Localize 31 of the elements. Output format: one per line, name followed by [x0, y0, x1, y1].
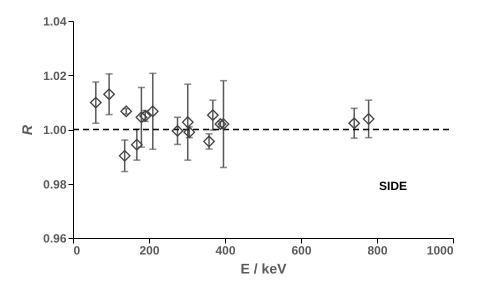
point: [139, 110, 152, 122]
point: [103, 88, 115, 100]
point: [214, 118, 226, 130]
x-tick-label: 800: [367, 244, 388, 258]
y-tick-label: 1.04: [43, 14, 67, 28]
point: [183, 126, 196, 138]
y-tick-label: 1.00: [43, 123, 67, 137]
point: [90, 96, 102, 109]
point: [182, 116, 194, 128]
point: [206, 109, 219, 122]
point: [362, 113, 375, 125]
point: [130, 138, 143, 151]
annotation: SIDE: [378, 179, 408, 193]
point: [118, 150, 131, 162]
x-tick-label: 400: [215, 244, 236, 258]
point: [120, 105, 132, 118]
point: [348, 117, 360, 130]
point: [172, 124, 184, 137]
point: [218, 118, 230, 130]
y-tick-label: 0.96: [43, 232, 67, 246]
x-tick-label: 1000: [426, 244, 454, 258]
x-tick-label: 0: [74, 244, 80, 258]
y-tick-label: 1.02: [43, 68, 67, 83]
x-tick-label: 600: [291, 244, 312, 258]
x-axis-title: E / keV: [240, 260, 288, 276]
point: [136, 111, 148, 124]
x-tick-label: 200: [139, 244, 160, 258]
point: [146, 105, 159, 118]
y-tick-label: 0.98: [43, 177, 67, 192]
y-axis-title: R: [19, 124, 36, 136]
point: [203, 136, 215, 148]
